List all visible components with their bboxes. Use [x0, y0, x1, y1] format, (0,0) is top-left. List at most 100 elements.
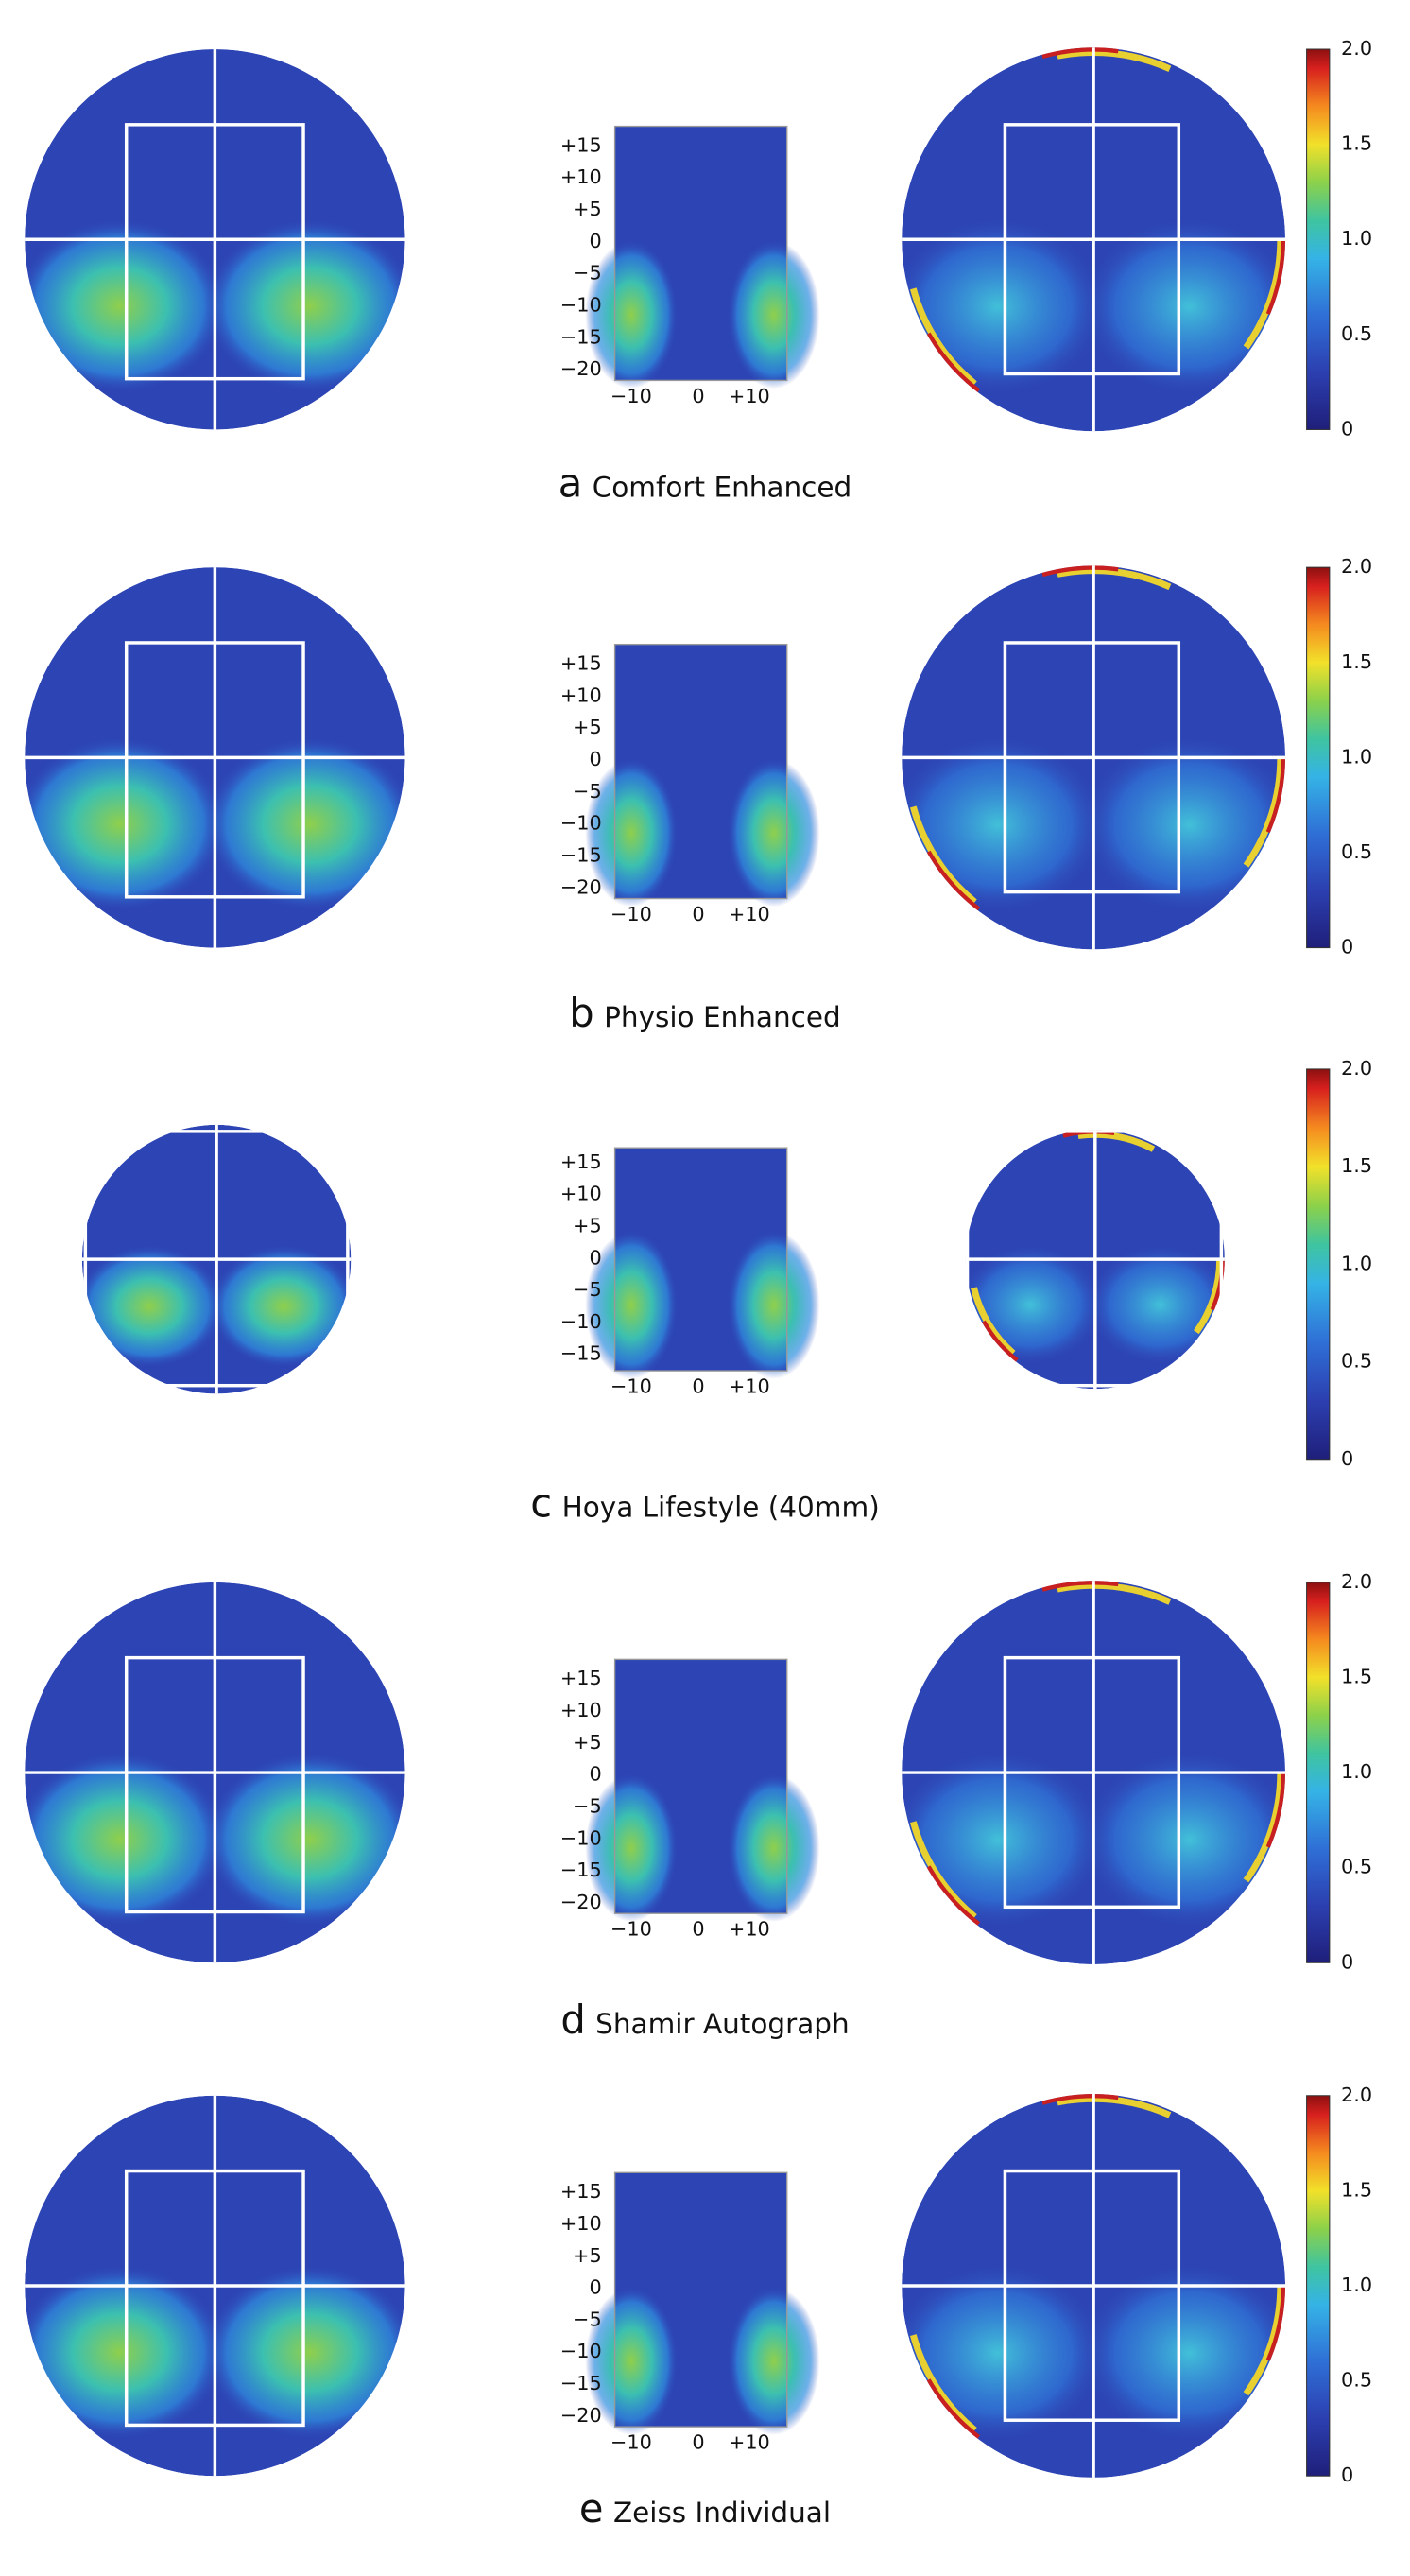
colorbar-tick-label: 1.0: [1341, 1760, 1372, 1783]
y-tick-label: −20: [560, 1891, 602, 1913]
map-blob: [1083, 2266, 1286, 2440]
map-blob: [1083, 1753, 1286, 1927]
frame-box: [1003, 1655, 1181, 1910]
colorbar-tick-label: 1.5: [1341, 132, 1372, 155]
plot-blob: [585, 2287, 678, 2435]
map-blob: [902, 219, 1104, 393]
y-tick-label: 0: [589, 1763, 601, 1786]
frame-box: [83, 1130, 350, 1388]
x-tick-label: −10: [610, 1918, 652, 1941]
caption: c Hoya Lifestyle (40mm): [530, 1479, 879, 1526]
colorbar-tick-label: 1.5: [1341, 1665, 1372, 1687]
map-blob: [25, 220, 225, 392]
y-tick-label: +10: [560, 2212, 602, 2235]
y-tick-label: +15: [560, 2180, 602, 2203]
colorbar-tick-label: 2.0: [1341, 1057, 1372, 1080]
caption-text: Physio Enhanced: [604, 1001, 841, 1033]
x-tick-label: 0: [692, 1374, 704, 1397]
caption: a Comfort Enhanced: [559, 460, 851, 507]
caption-text: Zeiss Individual: [613, 2497, 831, 2529]
colorbar-tick-label: 1.5: [1341, 1154, 1372, 1177]
x-tick-label: +10: [729, 903, 770, 925]
colorbar-tick-label: 1.0: [1341, 745, 1372, 768]
center-plot: +15 +10 +5 0 −5 −10 −15 −20 −10 0 +10: [560, 643, 820, 925]
y-tick-label: −15: [560, 2372, 602, 2394]
map-blob: [209, 1245, 352, 1367]
colorbar-tick-label: 0.5: [1341, 2369, 1372, 2392]
colorbar-tick-label: 1.5: [1341, 650, 1372, 673]
colorbar-tick-label: 2.0: [1341, 2083, 1372, 2106]
map-blob: [25, 2266, 225, 2438]
colorbar: [1306, 2095, 1331, 2477]
y-tick-label: +10: [560, 1699, 602, 1721]
frame-box: [1003, 2169, 1181, 2422]
y-tick-label: +5: [573, 1731, 602, 1754]
y-tick-label: +5: [573, 1214, 602, 1236]
map-blob: [205, 220, 405, 392]
y-tick-label: −15: [560, 1342, 602, 1365]
y-tick-label: +5: [573, 2244, 602, 2267]
caption-letter: c: [530, 1479, 552, 1526]
x-tick-label: +10: [729, 1374, 770, 1397]
y-tick-label: +5: [573, 716, 602, 738]
panel: +15 +10 +5 0 −5 −10 −15 −10 0 +10 2.0 1.5 1.0 0.5 0: [81, 1057, 1372, 1470]
panel: +15 +10 +5 0 −5 −10 −15 −20 −10 0 +10 2.0 1.5 1.0 0.5 0: [25, 1570, 1372, 1973]
map-blob: [205, 1753, 405, 1926]
colorbar-tick-label: 0: [1341, 1950, 1353, 1973]
y-tick-label: −5: [573, 262, 602, 285]
y-tick-label: −15: [560, 325, 602, 348]
caption-text: Comfort Enhanced: [593, 472, 852, 504]
y-tick-label: +10: [560, 683, 602, 706]
x-tick-label: −10: [610, 1374, 652, 1397]
y-tick-label: −10: [560, 2340, 602, 2362]
caption-letter: a: [559, 460, 583, 507]
y-tick-label: 0: [589, 748, 601, 770]
x-tick-label: +10: [729, 2431, 770, 2454]
caption: d Shamir Autograph: [560, 1997, 849, 2043]
panel: +15 +10 +5 0 −5 −10 −15 −20 −10 0 +10 2.0 1.5 1.0 0.5 0: [25, 555, 1372, 959]
plot-frame: [613, 1658, 788, 1914]
center-plot: +15 +10 +5 0 −5 −10 −15 −10 0 +10: [560, 1147, 820, 1397]
frame-box: [124, 1655, 305, 1914]
colorbar-tick-label: 1.0: [1341, 2273, 1372, 2296]
panel: +15 +10 +5 0 −5 −10 −15 −20 −10 0 +10 2.0 1.5 1.0 0.5 0: [25, 37, 1372, 440]
x-tick-label: 0: [692, 2431, 704, 2454]
plot-frame: [613, 1147, 788, 1372]
map-blob: [25, 1753, 225, 1926]
y-tick-label: +10: [560, 165, 602, 188]
frame-box: [124, 2169, 305, 2428]
y-tick-label: +15: [560, 1667, 602, 1689]
plot-blob: [585, 1773, 678, 1922]
x-tick-label: 0: [692, 1918, 704, 1941]
x-tick-label: −10: [610, 2431, 652, 2454]
caption-letter: d: [560, 1997, 585, 2043]
caption-text: Shamir Autograph: [595, 2008, 850, 2040]
colorbar-tick-label: 0.5: [1341, 1350, 1372, 1373]
plot-blob: [728, 759, 820, 908]
map-blob: [25, 738, 225, 910]
frame-box: [1003, 641, 1181, 894]
y-tick-label: +10: [560, 1183, 602, 1205]
y-tick-label: +15: [560, 133, 602, 156]
frame-box: [965, 1130, 1224, 1388]
y-tick-label: −20: [560, 2404, 602, 2427]
map-blob: [205, 738, 405, 910]
caption-letter: e: [579, 2485, 604, 2532]
map-blob: [1083, 219, 1286, 393]
y-tick-label: −10: [560, 812, 602, 835]
frame-box: [1003, 123, 1181, 376]
y-tick-label: 0: [589, 2276, 601, 2299]
y-tick-label: 0: [589, 1246, 601, 1269]
caption-letter: b: [569, 990, 593, 1036]
y-tick-label: −15: [560, 1859, 602, 1881]
plot-frame: [613, 2171, 788, 2428]
caption-text: Hoya Lifestyle (40mm): [562, 1491, 880, 1523]
plot-blob: [728, 240, 820, 389]
frame-box: [124, 123, 305, 381]
colorbar-tick-label: 0.5: [1341, 1856, 1372, 1878]
y-tick-label: −20: [560, 875, 602, 898]
panel: +15 +10 +5 0 −5 −10 −15 −20 −10 0 +10 2.0 1.5 1.0 0.5 0: [25, 2083, 1372, 2486]
y-tick-label: +15: [560, 1150, 602, 1173]
colorbar-tick-label: 1.5: [1341, 2178, 1372, 2201]
